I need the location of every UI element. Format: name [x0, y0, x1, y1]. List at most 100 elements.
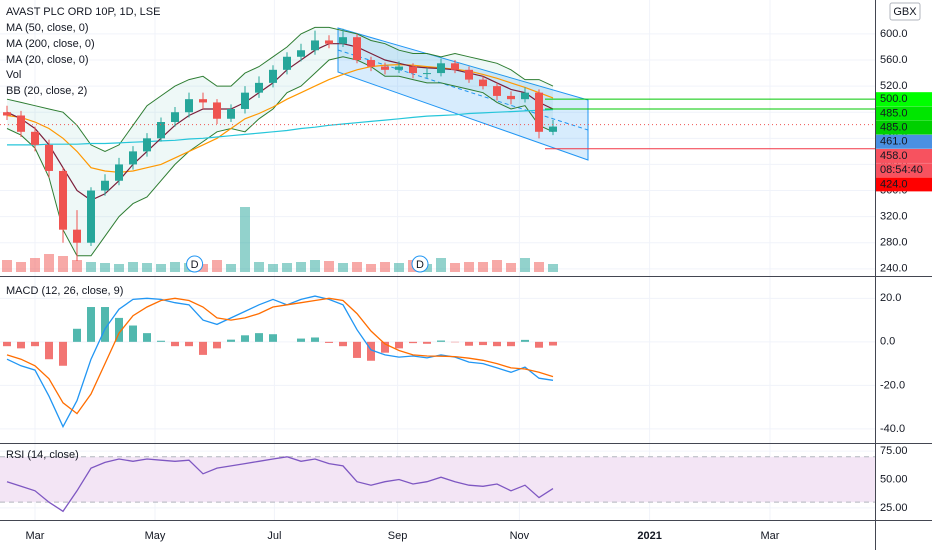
volume-bar [478, 262, 488, 272]
pane-title: MACD (12, 26, close, 9) [6, 285, 123, 297]
dividend-label: D [191, 259, 199, 271]
legend-entry: MA (200, close, 0) [6, 38, 95, 50]
histogram-bar [297, 338, 305, 342]
volume-bar [156, 264, 166, 272]
moving-average [6, 43, 554, 201]
candle-body [409, 66, 417, 74]
histogram-bar [171, 341, 179, 347]
candle-body [535, 92, 543, 132]
currency-box[interactable] [889, 2, 921, 21]
candle-body [493, 86, 501, 96]
candle-body [73, 229, 81, 243]
x-tick-label: Mar [761, 530, 780, 542]
price-label: 08:54:40 [880, 164, 923, 176]
histogram-bar [129, 325, 137, 342]
candle-body [325, 40, 333, 44]
candle-body [311, 40, 319, 51]
y-tick-label: 520.0 [880, 80, 908, 92]
dividend-marker[interactable] [186, 255, 204, 273]
y-tick-label: 600.0 [880, 28, 908, 40]
volume-bar [114, 264, 124, 272]
price-label: 485.0 [880, 121, 908, 133]
candle-body [213, 102, 221, 119]
indicator-line [6, 297, 554, 415]
histogram-bar [101, 307, 109, 342]
candle-body [17, 115, 25, 132]
candle-body [59, 170, 67, 230]
channel-midline [337, 49, 589, 131]
price-label-box [876, 106, 932, 121]
volume-bar [520, 258, 530, 272]
histogram-bar [339, 341, 347, 347]
volume-bar [142, 263, 152, 272]
price-label: 458.0 [880, 150, 908, 162]
candle-body [157, 122, 165, 139]
price-label: 485.0 [880, 107, 908, 119]
volume-bar [450, 263, 460, 272]
volume-bar [366, 264, 376, 272]
candle-body [507, 95, 515, 100]
candle-body [255, 82, 263, 93]
histogram-bar [115, 317, 123, 342]
price-label-box [876, 148, 932, 163]
candle-body [521, 92, 529, 100]
candle-body [395, 66, 403, 70]
dividend-label: D [416, 259, 424, 271]
histogram-bar [241, 335, 249, 342]
price-label-box [876, 120, 932, 135]
x-tick-label: Mar [26, 530, 45, 542]
histogram-bar [255, 333, 263, 342]
bollinger-band [6, 26, 554, 152]
pane-title: RSI (14, close) [6, 449, 79, 461]
x-tick-label: 2021 [637, 530, 661, 542]
moving-average [7, 109, 554, 146]
histogram-bar [353, 341, 361, 358]
histogram-bar [157, 340, 165, 342]
histogram-bar [45, 341, 53, 360]
volume-bar [86, 262, 96, 272]
dividend-marker[interactable] [411, 255, 429, 273]
histogram-bar [73, 328, 81, 342]
volume-bar [338, 263, 348, 272]
volume-bar [548, 264, 558, 272]
histogram-bar [437, 340, 445, 342]
candle-body [87, 190, 95, 243]
histogram-bar [3, 341, 11, 347]
histogram-bar [549, 341, 557, 346]
histogram-bar [423, 341, 431, 344]
volume-bar [296, 262, 306, 272]
volume-bar [44, 254, 54, 272]
candle-body [171, 112, 179, 123]
chart-title: AVAST PLC ORD 10P, 1D, LSE [6, 6, 160, 18]
volume-bar [16, 262, 26, 272]
y-tick-label: 280.0 [880, 237, 908, 249]
candle-body [45, 144, 53, 171]
histogram-bar [17, 341, 25, 349]
candle-body [115, 164, 123, 181]
volume-bar [380, 262, 390, 272]
price-label-box [876, 92, 932, 107]
histogram-bar [59, 341, 67, 366]
y-tick-label: 240.0 [880, 263, 908, 275]
histogram-bar [507, 341, 515, 347]
histogram-bar [465, 341, 473, 346]
candle-body [381, 66, 389, 70]
candle-body [269, 69, 277, 83]
regression-channel [337, 27, 589, 161]
candle-body [143, 138, 151, 152]
candle-body [451, 63, 459, 70]
histogram-bar [521, 339, 529, 342]
volume-bar [170, 262, 180, 272]
x-tick-label: May [145, 530, 166, 542]
volume-bar [394, 263, 404, 272]
candle-body [185, 99, 193, 113]
candle-body [339, 37, 347, 44]
price-label: 500.0 [880, 93, 908, 105]
histogram-bar [395, 341, 403, 349]
volume-bar [268, 264, 278, 272]
x-tick-label: Jul [267, 530, 281, 542]
volume-bar [506, 263, 516, 272]
currency: GBX [893, 6, 917, 18]
bollinger-band [6, 56, 554, 257]
